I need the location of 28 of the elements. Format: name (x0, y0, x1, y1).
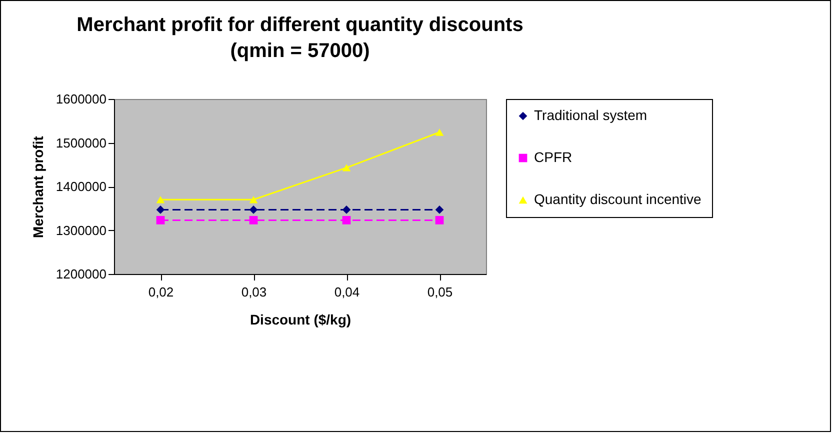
point (435, 216, 444, 224)
point (342, 206, 351, 214)
chart-subtitle: (qmin = 57000) (230, 40, 370, 62)
point (156, 216, 165, 224)
chart-title: Merchant profit for different quantity discounts (76, 14, 524, 36)
y-tick-label: 1400000 (56, 179, 106, 194)
legend-label: CPFR (534, 149, 572, 165)
legend-label: Traditional system (534, 107, 648, 123)
point (249, 196, 258, 204)
x-tick-label: 0,04 (334, 284, 360, 300)
point (156, 206, 165, 214)
x-tick-label: 0,02 (148, 284, 174, 300)
legend-label: Quantity discount incentive (534, 191, 702, 207)
point (156, 196, 165, 204)
y-tick-label: 1200000 (56, 266, 106, 282)
point (342, 216, 351, 224)
point (435, 206, 444, 214)
x-tick-label: 0,03 (241, 284, 267, 300)
y-axis-title: Merchant profit (30, 136, 46, 238)
point (342, 164, 351, 172)
x-axis-title: Discount ($/kg) (250, 312, 352, 328)
y-tick-label: 1300000 (56, 222, 106, 238)
y-tick-label: 1600000 (56, 92, 106, 106)
point (249, 206, 258, 214)
point (249, 216, 258, 224)
x-tick-label: 0,05 (427, 284, 453, 300)
y-tick-label: 1500000 (56, 135, 106, 150)
point (435, 128, 444, 136)
